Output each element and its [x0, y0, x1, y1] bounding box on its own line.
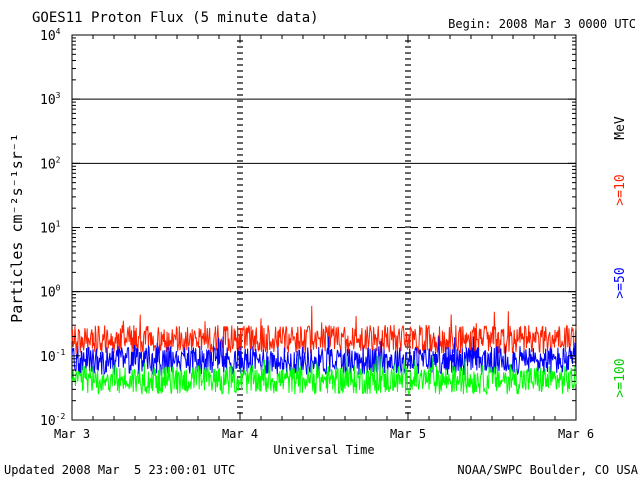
y-tick-label: 104 [40, 27, 61, 44]
series-line [71, 305, 577, 356]
y-tick-label: 10-2 [40, 412, 65, 429]
y-tick-label: 10-1 [40, 348, 65, 365]
legend-ge10: >=10 [613, 174, 628, 205]
y-tick-label: 101 [40, 220, 61, 237]
x-tick-label: Mar 5 [390, 427, 426, 441]
data-source: NOAA/SWPC Boulder, CO USA [457, 463, 638, 477]
unit-label: MeV [613, 116, 628, 140]
x-axis: Mar 3 Mar 4 Mar 5 Mar 6 [54, 35, 594, 441]
y-axis: 10-2 10-1 100 101 102 103 104 [40, 27, 576, 429]
series-line [71, 355, 577, 396]
begin-time: Begin: 2008 Mar 3 0000 UTC [448, 17, 636, 31]
y-axis-label: Particles cm⁻²s⁻¹sr⁻¹ [8, 133, 26, 323]
updated-timestamp: Updated 2008 Mar 5 23:00:01 UTC [4, 463, 235, 477]
legend-ge50: >=50 [613, 267, 628, 298]
series-group [71, 305, 577, 396]
y-tick-label: 100 [40, 284, 61, 301]
x-tick-label: Mar 4 [222, 427, 258, 441]
grid-lines [72, 98, 576, 293]
chart-title: GOES11 Proton Flux (5 minute data) [32, 10, 319, 26]
x-tick-label: Mar 6 [558, 427, 594, 441]
y-tick-label: 102 [40, 155, 61, 172]
x-axis-label: Universal Time [273, 443, 374, 457]
legend-ge100: >=100 [613, 358, 628, 397]
y-tick-label: 103 [40, 91, 61, 108]
x-tick-label: Mar 3 [54, 427, 90, 441]
